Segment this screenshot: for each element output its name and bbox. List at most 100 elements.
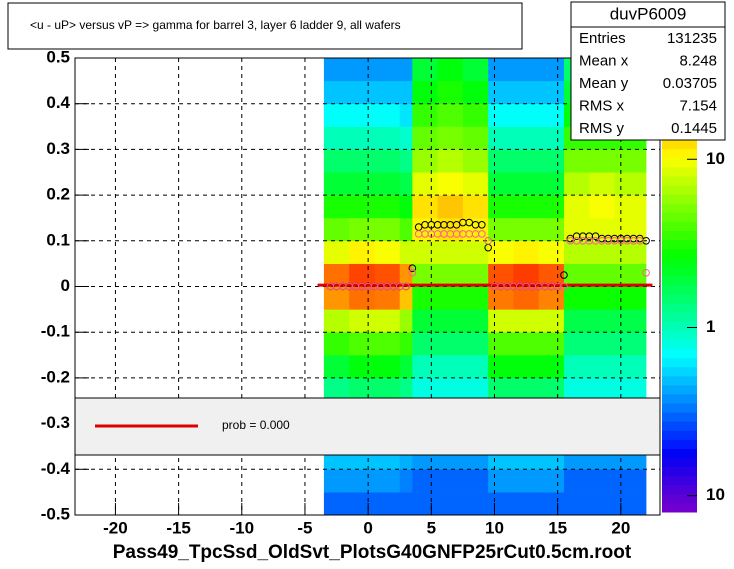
heat-cell [488,355,514,379]
color-bar-step [662,393,697,404]
heat-cell [349,103,375,127]
heat-cell [513,469,540,493]
heat-cell [374,103,401,127]
heat-cell [614,377,647,402]
heat-cell [563,469,590,493]
heat-cell [488,217,514,242]
heat-cell [488,149,514,173]
heat-cell [462,492,489,516]
heat-cell [563,377,590,402]
heat-cell [488,309,514,333]
profile-point [642,268,650,277]
heat-cell [412,286,438,310]
heat-cell [412,309,438,333]
heat-cell [614,195,647,219]
color-bar-step [662,285,697,295]
color-bar-step [662,148,697,159]
heat-cell [374,492,401,516]
heat-cell [323,286,350,310]
heat-cell [462,309,489,333]
color-bar-step [662,366,697,377]
heat-cell [513,80,540,104]
heat-cell [488,469,514,493]
heat-cell [374,195,401,219]
heat-cell [538,332,565,356]
heat-cell [437,58,464,82]
heatmap [323,58,647,516]
heat-cell [614,240,647,264]
heat-cell [589,240,615,264]
heat-cell [349,58,375,82]
heat-cell [437,195,464,219]
color-bar-step [662,212,697,222]
stats-label: Mean y [579,75,629,92]
plot-frame [74,57,661,516]
heat-cell [513,332,540,356]
heat-cell [412,492,438,516]
heat-cell [614,355,647,379]
heat-cell [513,172,540,196]
heat-cell [374,377,401,402]
heat-cell [323,240,350,264]
heat-cell [374,355,401,379]
heat-cell [349,309,375,333]
heat-cell [488,492,514,516]
title-box [7,2,523,50]
heat-cell [513,355,540,379]
heat-cell [462,240,489,264]
heat-cell [437,332,464,356]
heat-cell [323,80,350,104]
heat-cell [323,149,350,173]
heat-cell [614,492,647,516]
heat-cell [412,195,438,219]
heat-cell [399,469,413,493]
x-tick-label: 15 [548,518,567,537]
heat-cell [538,240,565,264]
y-tick-label: -0.4 [41,459,71,478]
heat-cell [374,263,401,287]
stats-label: Mean x [579,52,629,69]
heat-cell [589,286,615,310]
heat-cell [513,103,540,127]
heat-cell [399,309,413,333]
heat-cell [513,58,540,82]
stats-value: 0.03705 [663,75,717,92]
heat-cell [614,286,647,310]
color-bar-step [662,275,697,286]
heat-cell [349,355,375,379]
heat-cell [399,172,413,196]
z-tick-label: 10 [706,485,725,504]
heat-cell [462,103,489,127]
heat-cell [412,172,438,196]
heat-cell [563,195,590,219]
heat-cell [437,149,464,173]
heat-cell [563,309,590,333]
color-bar-step [662,321,697,331]
heat-cell [323,58,350,82]
color-bar-step [662,176,697,186]
color-bar-step [662,493,697,504]
legend-text: prob = 0.000 [222,418,290,432]
heat-cell [589,377,615,402]
heat-cell [437,240,464,264]
profile-point [478,230,486,238]
heat-cell [323,103,350,127]
heat-cell [538,103,565,127]
profile-point [484,237,492,245]
heat-cell [538,492,565,516]
x-tick-label: 5 [427,518,436,537]
heat-cell [488,172,514,196]
heat-cell [323,263,350,287]
heat-cell [399,80,413,104]
color-bar-step [662,203,697,213]
stats-value: 7.154 [679,97,717,114]
heat-cell [374,240,401,264]
y-tick-label: 0.5 [46,47,70,66]
heat-cell [462,286,489,310]
heat-cell [513,492,540,516]
heat-cell [374,149,401,173]
stats-box [570,1,726,141]
heat-cell [412,240,438,264]
heat-cell [349,149,375,173]
color-bar-step [662,357,697,368]
